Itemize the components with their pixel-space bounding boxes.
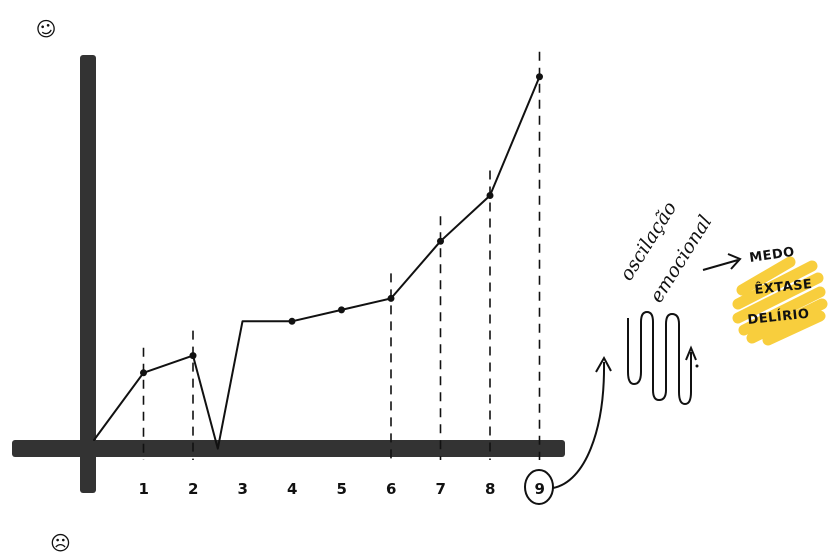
data-point-9	[536, 73, 543, 81]
arrow-to-oscillation	[552, 361, 606, 489]
data-point-2	[189, 352, 197, 360]
x-tick-labels: 1 2 3 4 5 6 7 8 9	[139, 480, 545, 498]
data-point-4	[288, 317, 296, 325]
dashed-guides	[142, 51, 541, 460]
x-tick-label-4: 4	[287, 480, 297, 498]
x-tick-label-1: 1	[139, 480, 149, 498]
arrow-to-states	[702, 259, 739, 271]
data-point-1	[140, 369, 147, 377]
squiggle-arrow-head-icon	[685, 345, 697, 361]
arrow-head-icon	[595, 355, 612, 373]
x-tick-label-2: 2	[188, 480, 198, 498]
x-tick-label-9: 9	[535, 480, 545, 498]
sad-face-icon: ☹	[50, 531, 71, 555]
y-axis	[80, 55, 96, 493]
state-fear: MEDO	[748, 245, 795, 266]
x-tick-label-8: 8	[485, 480, 495, 498]
state-ecstasy: ÊXTASE	[754, 276, 813, 298]
x-tick-label-3: 3	[238, 480, 248, 498]
x-tick-label-5: 5	[337, 480, 347, 498]
highlight-scribble	[732, 256, 828, 346]
data-points	[140, 73, 543, 377]
x-tick-label-6: 6	[386, 480, 396, 498]
x-axis	[12, 440, 565, 457]
oscillation-squiggle-icon	[627, 310, 692, 406]
dot-mark	[695, 364, 699, 368]
series-line	[93, 75, 541, 450]
data-point-8	[486, 191, 494, 199]
data-point-7	[437, 237, 444, 245]
states-arrow-head-icon	[727, 253, 742, 270]
x-tick-label-7: 7	[436, 480, 446, 498]
state-delirium: DELÍRIO	[747, 306, 811, 328]
data-point-6	[387, 294, 395, 302]
data-point-5	[338, 306, 345, 314]
happy-face-icon: ☺	[33, 15, 59, 44]
